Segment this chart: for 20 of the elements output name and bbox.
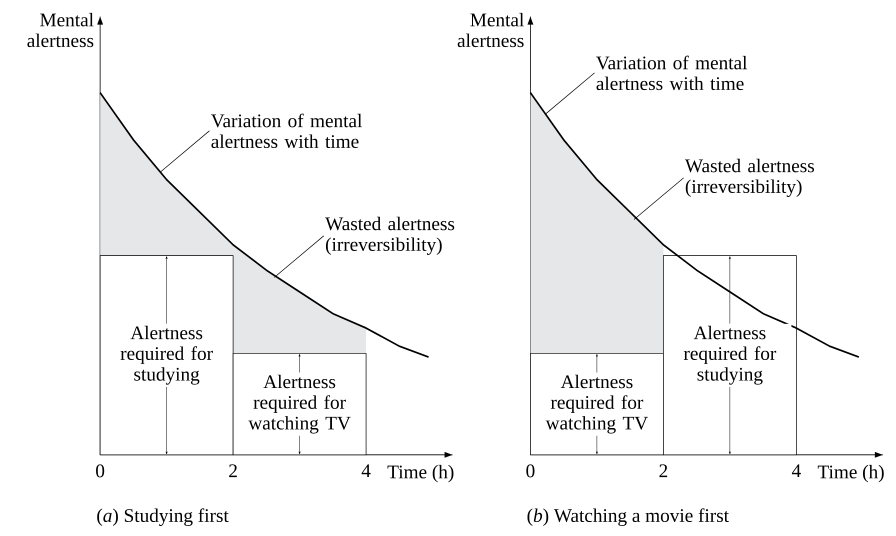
y-axis-title: Mental alertness bbox=[458, 12, 524, 47]
annotation: Variation of mental alertness with time bbox=[210, 113, 362, 148]
x-tick-label: 2 bbox=[659, 464, 668, 477]
y-axis-title: Mental alertness bbox=[27, 12, 94, 47]
annotation: Alertness required for watching TV bbox=[546, 374, 648, 434]
annotation: Alertness required for studying bbox=[684, 326, 776, 385]
text: (b) Watching a movie first bbox=[528, 508, 729, 526]
x-axis-title: Time (h) bbox=[818, 464, 884, 482]
annotation: Alertness required for watching TV bbox=[248, 374, 351, 434]
x-axis-title: Time (h) bbox=[388, 464, 454, 482]
text: (a) Studying first bbox=[97, 508, 229, 526]
x-tick-label: 0 bbox=[526, 464, 534, 478]
annotation: Alertness required for studying bbox=[120, 326, 213, 385]
x-tick-label: 2 bbox=[229, 464, 237, 477]
x-tick-label: 0 bbox=[96, 464, 104, 478]
x-tick-label: 4 bbox=[792, 464, 801, 477]
annotation: Wasted alertness (irreversibility) bbox=[325, 216, 454, 255]
annotation: Wasted alertness (irreversibility) bbox=[684, 158, 814, 197]
x-tick-label: 4 bbox=[362, 464, 371, 477]
annotation: Variation of mental alertness with time bbox=[596, 56, 748, 90]
